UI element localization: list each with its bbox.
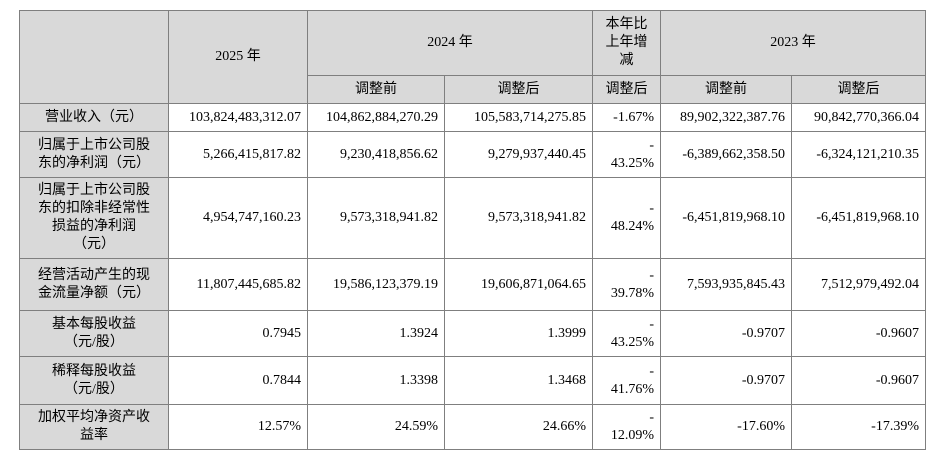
header-row-years: 2025 年 2024 年 本年比 上年增 减 2023 年 (19, 10, 926, 104)
value-cell: -0.9607 (791, 310, 926, 357)
value-cell: -0.9707 (660, 310, 792, 357)
value-cell: -17.60% (660, 404, 792, 450)
value-cell: 103,824,483,312.07 (168, 103, 308, 132)
header-2024: 2024 年 (307, 10, 593, 76)
table-row: 营业收入（元） 103,824,483,312.07 104,862,884,270… (19, 103, 926, 132)
subheader-2023-before-adjust: 调整前 (660, 75, 792, 104)
subheader-change-after-adjust: 调整后 (592, 75, 661, 104)
value-cell: 9,279,937,440.45 (444, 131, 593, 178)
value-cell: 7,593,935,845.43 (660, 258, 792, 311)
header-row-adjust: 调整前 调整后 调整后 调整前 调整后 (20, 75, 926, 104)
table-header: 2025 年 2024 年 本年比 上年增 减 2023 年 调整前 调整后 调… (19, 10, 926, 104)
value-cell: 24.59% (307, 404, 445, 450)
value-cell: 9,573,318,941.82 (307, 177, 445, 259)
table-row: 归属于上市公司股 东的净利润（元） 5,266,415,817.82 9,230,4… (19, 131, 926, 178)
value-cell: 104,862,884,270.29 (307, 103, 445, 132)
value-cell: 1.3924 (307, 310, 445, 357)
value-cell: 5,266,415,817.82 (168, 131, 308, 178)
value-cell: -17.39% (791, 404, 926, 450)
table-row: 加权平均净资产收 益率 12.57% 24.59% 24.66% - 12.09% -17… (19, 404, 926, 450)
row-label: 归属于上市公司股 东的扣除非经常性 损益的净利润 （元） (19, 177, 169, 259)
value-cell: 1.3468 (444, 356, 593, 405)
value-cell: 9,230,418,856.62 (307, 131, 445, 178)
row-label: 归属于上市公司股 东的净利润（元） (19, 131, 169, 178)
value-cell: 0.7945 (168, 310, 308, 357)
value-cell: 90,842,770,366.04 (791, 103, 926, 132)
value-cell: -6,451,819,968.10 (660, 177, 792, 259)
value-cell: -6,451,819,968.10 (791, 177, 926, 259)
value-cell: 0.7844 (168, 356, 308, 405)
value-cell: -6,324,121,210.35 (791, 131, 926, 178)
row-label: 经营活动产生的现 金流量净额（元） (19, 258, 169, 311)
subheader-2024-before-adjust: 调整前 (307, 75, 445, 104)
header-2023: 2023 年 (660, 10, 926, 76)
table-body: 营业收入（元） 103,824,483,312.07 104,862,884,270… (19, 103, 926, 450)
value-cell: 1.3398 (307, 356, 445, 405)
yoy-change-value-cell: - 39.78% (592, 258, 661, 311)
value-cell: -0.9707 (660, 356, 792, 405)
yoy-change-value-cell: - 48.24% (592, 177, 661, 259)
table-row: 经营活动产生的现 金流量净额（元） 11,807,445,685.82 19,586… (19, 258, 926, 311)
row-label: 基本每股收益 （元/股） (19, 310, 169, 357)
value-cell: -0.9607 (791, 356, 926, 405)
value-cell: 105,583,714,275.85 (444, 103, 593, 132)
value-cell: 11,807,445,685.82 (168, 258, 308, 311)
value-cell: 9,573,318,941.82 (444, 177, 593, 259)
table-row: 归属于上市公司股 东的扣除非经常性 损益的净利润 （元） 4,954,747,16… (19, 177, 926, 259)
value-cell: 12.57% (168, 404, 308, 450)
row-label: 营业收入（元） (19, 103, 169, 132)
financial-summary-table: 2025 年 2024 年 本年比 上年增 减 2023 年 调整前 调整后 调… (19, 10, 926, 450)
corner-cell (19, 10, 169, 104)
subheader-2024-after-adjust: 调整后 (444, 75, 593, 104)
yoy-change-value-cell: - 43.25% (592, 131, 661, 178)
yoy-change-value-cell: - 41.76% (592, 356, 661, 405)
table-row: 稀释每股收益 （元/股） 0.7844 1.3398 1.3468- 41.76% -0… (19, 356, 926, 405)
row-label: 稀释每股收益 （元/股） (19, 356, 169, 405)
row-label: 加权平均净资产收 益率 (19, 404, 169, 450)
value-cell: 89,902,322,387.76 (660, 103, 792, 132)
yoy-change-value-cell: - 43.25% (592, 310, 661, 357)
header-yoy-change: 本年比 上年增 减 (592, 10, 661, 76)
header-2025: 2025 年 (168, 10, 308, 104)
yoy-change-value-cell: -1.67% (592, 103, 661, 132)
value-cell: 1.3999 (444, 310, 593, 357)
table-row: 基本每股收益 （元/股） 0.7945 1.3924 1.3999- 43.25% -0… (19, 310, 926, 357)
value-cell: 4,954,747,160.23 (168, 177, 308, 259)
subheader-2023-after-adjust: 调整后 (791, 75, 926, 104)
value-cell: 7,512,979,492.04 (791, 258, 926, 311)
value-cell: -6,389,662,358.50 (660, 131, 792, 178)
value-cell: 19,606,871,064.65 (444, 258, 593, 311)
value-cell: 19,586,123,379.19 (307, 258, 445, 311)
value-cell: 24.66% (444, 404, 593, 450)
yoy-change-value-cell: - 12.09% (592, 404, 661, 450)
